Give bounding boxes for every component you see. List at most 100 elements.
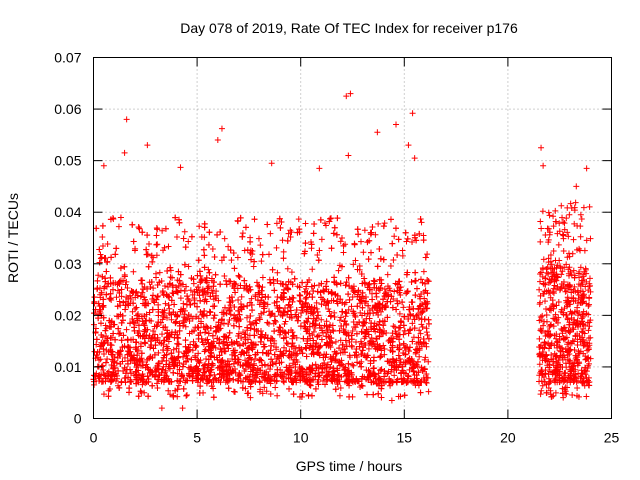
data-point <box>416 353 423 360</box>
data-point <box>205 241 212 248</box>
data-point <box>332 357 339 364</box>
data-point <box>585 327 592 334</box>
data-point <box>401 392 408 399</box>
data-point <box>286 385 293 392</box>
data-point <box>136 225 143 232</box>
data-point <box>351 323 358 330</box>
data-point <box>267 230 274 237</box>
data-point <box>308 392 315 399</box>
data-point <box>123 278 130 285</box>
data-point <box>309 294 316 301</box>
data-point <box>144 232 151 239</box>
y-tick-label: 0.04 <box>54 204 81 220</box>
data-point <box>267 279 274 286</box>
data-point <box>370 277 377 284</box>
data-point <box>323 278 330 285</box>
data-point <box>559 214 566 221</box>
data-point <box>336 317 343 324</box>
data-point <box>389 240 396 247</box>
data-point <box>274 269 281 276</box>
data-point <box>196 223 203 230</box>
data-point <box>123 326 130 333</box>
data-point <box>340 249 347 256</box>
data-point <box>330 230 337 237</box>
data-point <box>279 237 286 244</box>
data-point <box>237 214 244 221</box>
data-point <box>298 310 305 317</box>
data-point <box>225 321 232 328</box>
data-point <box>316 165 323 172</box>
data-point <box>546 212 553 219</box>
data-point <box>226 316 233 323</box>
data-point <box>586 301 593 308</box>
data-point <box>246 318 253 325</box>
data-point <box>368 320 375 327</box>
data-point <box>404 235 411 242</box>
data-point <box>118 319 125 326</box>
data-point <box>235 272 242 279</box>
data-point <box>268 356 275 363</box>
data-point <box>202 361 209 368</box>
data-point <box>586 275 593 282</box>
data-point <box>378 394 385 401</box>
data-point <box>103 268 110 275</box>
data-point <box>555 241 562 248</box>
data-point <box>154 384 161 391</box>
data-point <box>154 241 161 248</box>
data-point <box>354 226 361 233</box>
data-point <box>365 256 372 263</box>
data-point <box>104 241 111 248</box>
data-point <box>308 283 315 290</box>
data-point <box>227 311 234 318</box>
data-point <box>94 277 101 284</box>
data-point <box>291 275 298 282</box>
data-point <box>211 312 218 319</box>
data-point <box>117 265 124 272</box>
data-point <box>181 287 188 294</box>
data-point <box>91 299 98 306</box>
data-point <box>315 312 322 319</box>
data-point <box>217 281 224 288</box>
data-point <box>244 302 251 309</box>
data-point <box>315 257 322 264</box>
data-point <box>241 247 248 254</box>
data-point <box>239 233 246 240</box>
data-point <box>567 200 574 207</box>
data-point <box>273 244 280 251</box>
data-point <box>572 199 579 206</box>
data-point <box>574 342 581 349</box>
data-point <box>237 304 244 311</box>
data-point <box>99 233 106 240</box>
data-point <box>182 244 189 251</box>
data-point <box>400 304 407 311</box>
data-point <box>149 306 156 313</box>
data-point <box>327 215 334 222</box>
data-point <box>384 271 391 278</box>
data-point <box>153 232 160 239</box>
data-point <box>333 231 340 238</box>
data-point <box>230 388 237 395</box>
data-point <box>543 306 549 313</box>
data-point <box>290 391 297 398</box>
data-point <box>137 293 144 300</box>
data-point <box>352 349 359 356</box>
data-point <box>180 300 187 307</box>
data-point <box>210 315 217 322</box>
data-point <box>270 276 277 283</box>
data-point <box>145 393 152 400</box>
data-point <box>413 285 420 292</box>
data-point <box>351 241 358 248</box>
data-point <box>577 223 584 230</box>
data-point <box>583 165 590 172</box>
data-point <box>99 273 106 280</box>
data-point <box>416 327 423 334</box>
data-point <box>283 340 290 347</box>
data-point <box>135 224 142 231</box>
data-point <box>540 162 547 169</box>
data-point <box>121 375 128 382</box>
data-point <box>536 286 543 293</box>
data-point <box>106 295 113 302</box>
data-point <box>303 345 310 352</box>
data-point <box>402 229 409 236</box>
